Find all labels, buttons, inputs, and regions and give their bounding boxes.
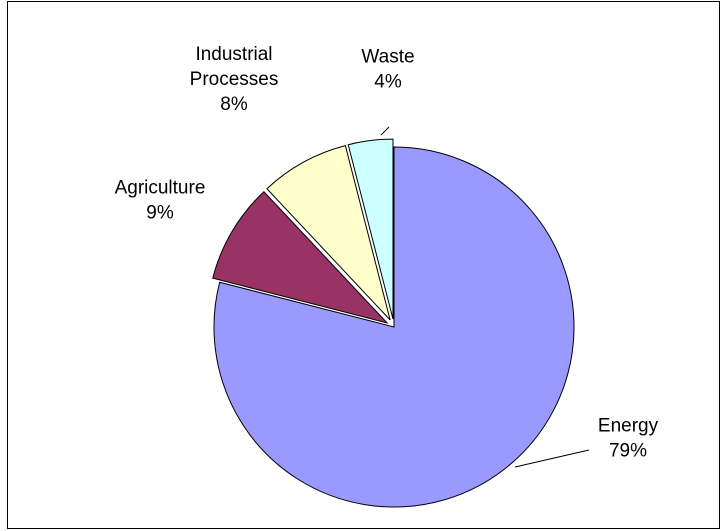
slice-name-label: Industrial xyxy=(195,44,272,65)
leader-line-waste xyxy=(380,126,390,136)
pie-slice-industrial-processes xyxy=(266,145,391,321)
leader-line-energy xyxy=(514,449,590,468)
pie-chart: Energy 79% Agriculture 9% Industrial Processe… xyxy=(115,44,659,508)
slice-name-label: Processes xyxy=(190,69,279,90)
pie-slice-energy xyxy=(213,146,575,508)
slices-layer xyxy=(212,138,575,508)
slice-name-label: Waste xyxy=(361,47,414,68)
slice-percent-label: 9% xyxy=(146,203,174,224)
leader-lines-layer xyxy=(380,126,590,468)
data-label-energy: Energy 79% xyxy=(598,416,659,462)
data-label-industrial-processes: Industrial Processes 8% xyxy=(190,44,279,115)
slice-percent-label: 4% xyxy=(374,72,402,93)
slice-percent-label: 79% xyxy=(609,441,647,462)
slice-percent-label: 8% xyxy=(220,94,248,115)
data-label-agriculture: Agriculture 9% xyxy=(115,178,206,224)
data-label-waste: Waste 4% xyxy=(361,47,414,93)
labels-layer: Energy 79% Agriculture 9% Industrial Processe… xyxy=(115,44,659,462)
slice-name-label: Agriculture xyxy=(115,178,206,199)
pie-slice-agriculture xyxy=(212,191,389,324)
slice-name-label: Energy xyxy=(598,416,659,437)
chart-area: Energy 79% Agriculture 9% Industrial Processe… xyxy=(7,1,720,529)
pie-slice-waste xyxy=(347,138,394,320)
